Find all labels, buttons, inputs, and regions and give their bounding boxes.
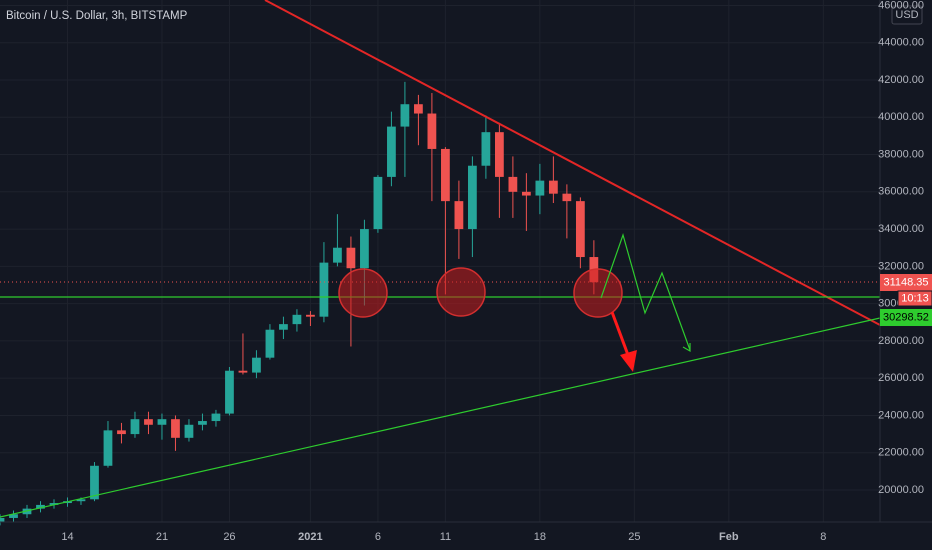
candle-body [346, 247, 356, 269]
candle-body [319, 262, 329, 317]
candle-body [292, 314, 302, 325]
projection-path [600, 233, 691, 351]
candles [0, 81, 599, 526]
y-tick-label: 32000.00 [878, 260, 924, 272]
candle-body [562, 193, 572, 202]
x-tick-label: 25 [628, 531, 640, 543]
candle-body [414, 104, 423, 114]
chart-title: Bitcoin / U.S. Dollar, 3h, BITSTAMP [6, 10, 188, 22]
candle-body [90, 465, 99, 500]
level-tag [880, 309, 932, 326]
x-tick-label: 21 [156, 531, 168, 543]
projection-arrowhead [682, 343, 691, 353]
candle-body [427, 113, 437, 149]
candle-body [306, 314, 315, 317]
candle-body [454, 201, 464, 230]
x-tick-label: Feb [719, 531, 739, 543]
y-tick-label: 40000.00 [878, 111, 924, 123]
candle-body [36, 504, 45, 509]
candle-body [265, 329, 275, 358]
candle-body [144, 419, 153, 425]
price-tag [880, 274, 932, 291]
circle [436, 267, 486, 317]
candle-body [373, 176, 383, 230]
candle-body [184, 424, 194, 438]
candle-body [481, 132, 491, 166]
candle-body [333, 247, 342, 263]
candle-body [157, 419, 167, 425]
circle [573, 268, 623, 318]
candle-body [387, 126, 396, 177]
x-tick-label: 6 [375, 531, 381, 543]
y-tick-label: 44000.00 [878, 37, 924, 49]
candle-body [103, 430, 113, 466]
candle-body [535, 180, 545, 196]
grid [0, 0, 880, 522]
x-tick-label: 8 [820, 531, 826, 543]
candle-body [360, 229, 369, 269]
candle-body [252, 357, 261, 373]
circle [338, 268, 388, 318]
countdown-label: 10:13 [901, 292, 929, 304]
y-tick-label: 24000.00 [878, 409, 924, 421]
drop-arrowhead [620, 350, 637, 372]
support-line [0, 317, 881, 518]
level-tag-label: 30298.52 [883, 311, 929, 323]
y-tick-label: 42000.00 [878, 74, 924, 86]
candle-body [0, 517, 5, 522]
candle-body [76, 499, 86, 502]
y-tick-label: 26000.00 [878, 372, 924, 384]
candle-body [49, 503, 59, 505]
y-tick-label: 28000.00 [878, 335, 924, 347]
candle-body [495, 132, 504, 177]
y-tick-label: 46000.00 [878, 0, 924, 11]
candle-body [117, 430, 126, 435]
candle-body [468, 165, 477, 230]
candle-body [441, 148, 450, 202]
y-tick-label: 38000.00 [878, 148, 924, 160]
y-tick-label: 34000.00 [878, 223, 924, 235]
candle-body [575, 201, 585, 258]
resistance-line [264, 0, 881, 326]
x-tick-label: 11 [440, 531, 451, 543]
candle-body [400, 104, 410, 127]
price-tag-label: 31148.35 [883, 276, 928, 288]
y-tick-label: 22000.00 [878, 447, 924, 459]
x-tick-label: 2021 [298, 531, 322, 543]
x-tick-label: 18 [534, 531, 546, 543]
currency-button[interactable] [891, 5, 923, 25]
candle-body [171, 419, 180, 438]
candle-body [521, 191, 531, 196]
drop-arrow [610, 311, 630, 356]
candle-body [508, 176, 518, 192]
drawings [0, 0, 881, 518]
x-tick-label: 14 [61, 531, 73, 543]
candle-body [130, 419, 140, 435]
currency[interactable]: USD [895, 9, 918, 21]
y-tick-label: 20000.00 [878, 484, 924, 496]
candle-body [9, 514, 18, 518]
x-tick-label: 26 [223, 531, 235, 543]
candle-body [211, 413, 221, 422]
y-tick-label: 36000.00 [878, 186, 924, 198]
candle-body [548, 180, 558, 194]
candle-body [238, 370, 248, 373]
candle-body [279, 324, 288, 330]
candle-body [225, 370, 234, 414]
countdown-tag [897, 290, 932, 307]
candle-body [198, 421, 207, 425]
